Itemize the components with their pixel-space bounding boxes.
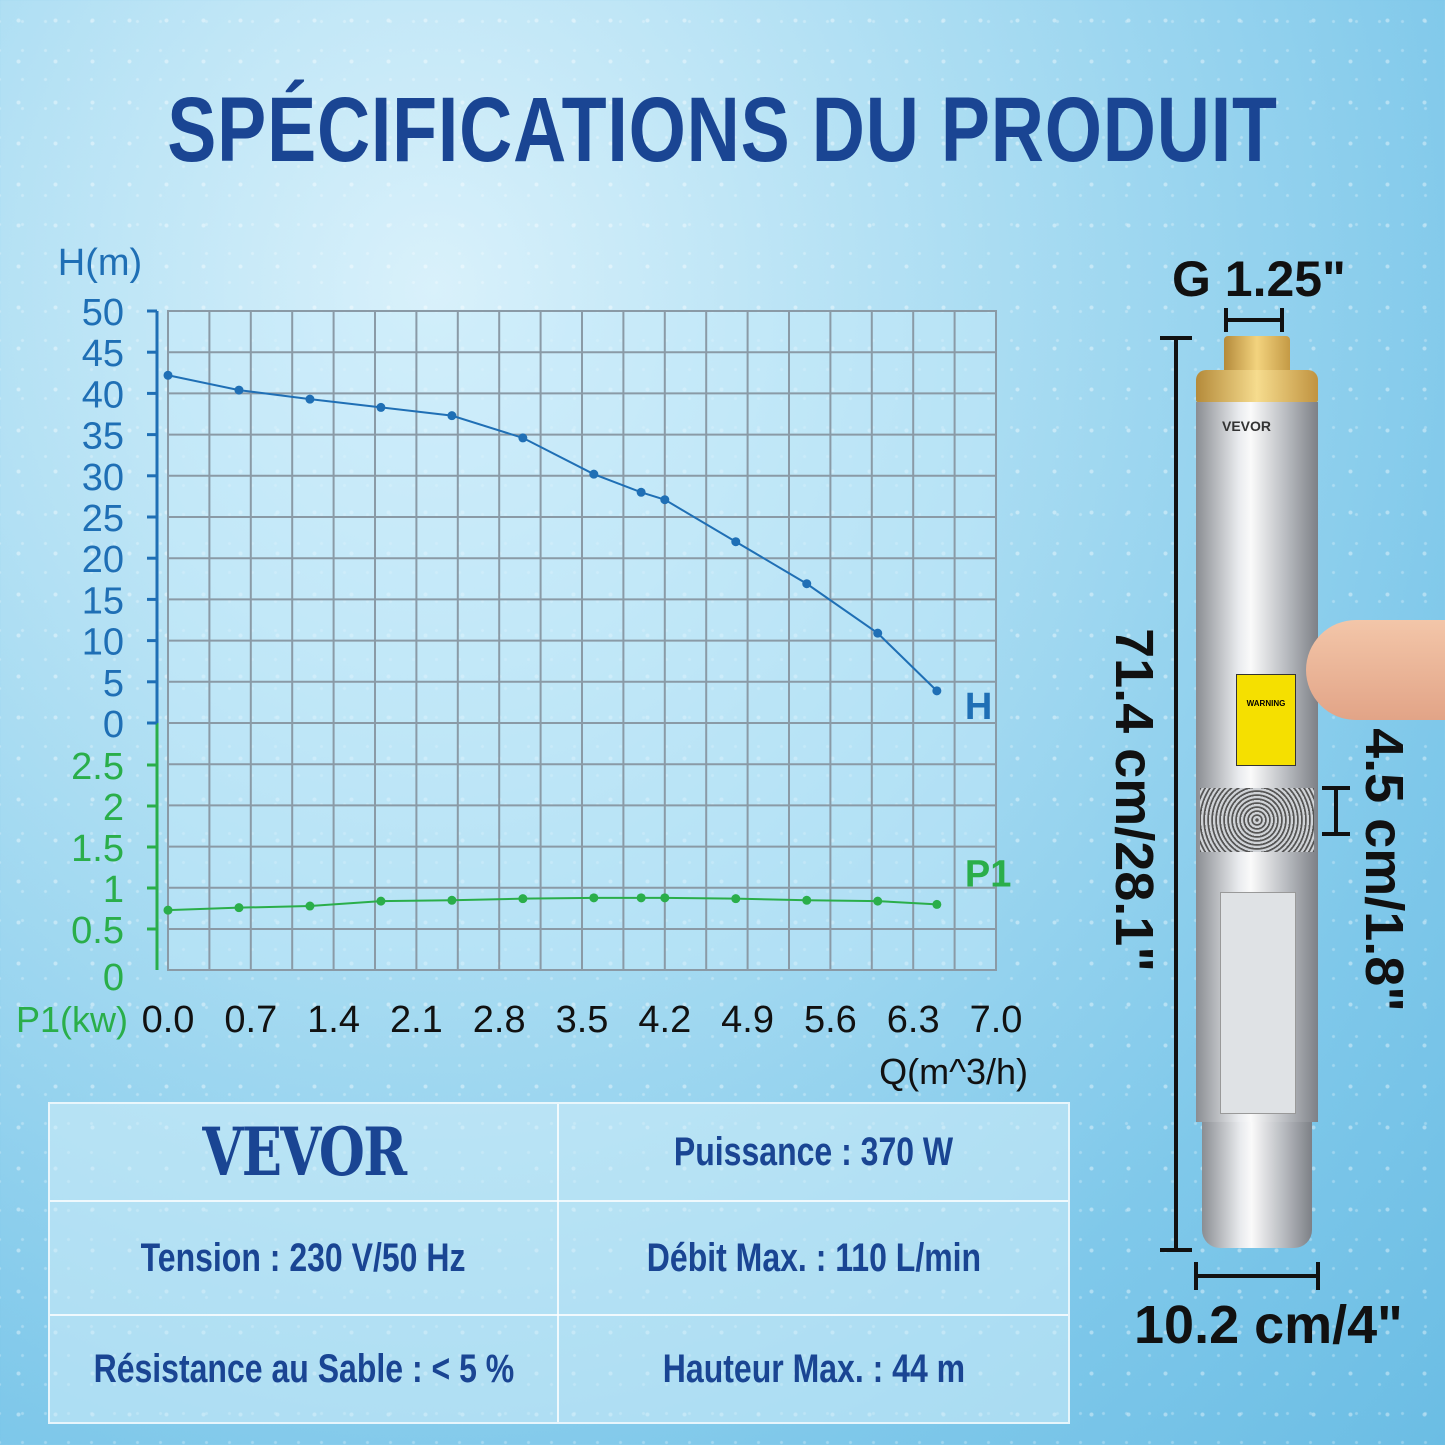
data-point-H bbox=[873, 628, 883, 638]
x-axis-label: Q(m^3/h) bbox=[879, 1051, 1028, 1092]
x-tick-label: 6.3 bbox=[887, 999, 940, 1041]
data-point-P1 bbox=[234, 903, 244, 913]
h-tick-label: 30 bbox=[82, 457, 124, 499]
p1-axis-label: P1(kw) bbox=[16, 999, 128, 1040]
spec-head: Hauteur Max. : 44 m bbox=[662, 1346, 965, 1391]
brand-logo: VEVOR bbox=[201, 1113, 407, 1191]
thread-size-label: G 1.25" bbox=[1172, 251, 1346, 307]
data-point-H bbox=[660, 495, 670, 505]
x-tick-label: 0.0 bbox=[142, 999, 195, 1041]
h-tick-label: 5 bbox=[103, 663, 124, 705]
warning-label: WARNING bbox=[1236, 674, 1296, 766]
data-point-H bbox=[932, 686, 942, 696]
x-tick-label: 4.9 bbox=[721, 999, 774, 1041]
data-point-P1 bbox=[518, 894, 528, 904]
data-point-H bbox=[447, 411, 457, 421]
data-point-P1 bbox=[932, 899, 942, 909]
spec-voltage: Tension : 230 V/50 Hz bbox=[141, 1235, 466, 1280]
hand bbox=[1306, 620, 1445, 720]
p1-tick-label: 1 bbox=[103, 869, 124, 911]
h-tick-label: 40 bbox=[82, 374, 124, 416]
x-tick-label: 2.8 bbox=[473, 999, 526, 1041]
p1-tick-label: 2 bbox=[103, 787, 124, 829]
h-tick-label: 25 bbox=[82, 498, 124, 540]
p1-tick-label: 2.5 bbox=[71, 746, 124, 788]
h-tick-label: 10 bbox=[82, 622, 124, 664]
diameter-label: 10.2 cm/4" bbox=[1134, 1295, 1403, 1355]
p1-tick-label: 1.5 bbox=[71, 828, 124, 870]
data-point-P1 bbox=[873, 896, 883, 906]
data-point-H bbox=[234, 385, 244, 395]
data-point-H bbox=[636, 487, 646, 497]
data-point-P1 bbox=[376, 896, 386, 906]
series-label-P1: P1 bbox=[965, 853, 1011, 895]
p1-tick-label: 0 bbox=[103, 957, 124, 999]
h-tick-label: 45 bbox=[82, 333, 124, 375]
data-point-P1 bbox=[163, 905, 173, 915]
h-axis-label: H(m) bbox=[58, 242, 142, 284]
x-tick-label: 4.2 bbox=[638, 999, 691, 1041]
data-point-P1 bbox=[731, 894, 741, 904]
x-tick-label: 3.5 bbox=[556, 999, 609, 1041]
spec-sand: Résistance au Sable : < 5 % bbox=[93, 1346, 514, 1391]
pump-image: VEVOR WARNING bbox=[1196, 336, 1318, 1248]
inlet-label: 4.5 cm/1.8" bbox=[1354, 728, 1414, 1012]
x-tick-label: 7.0 bbox=[970, 999, 1023, 1041]
data-point-P1 bbox=[447, 895, 457, 905]
x-tick-label: 2.1 bbox=[390, 999, 443, 1041]
h-tick-label: 15 bbox=[82, 580, 124, 622]
spec-table: VEVOR Puissance : 370 W Tension : 230 V/… bbox=[48, 1102, 1070, 1424]
h-tick-label: 50 bbox=[82, 292, 124, 334]
data-point-P1 bbox=[636, 893, 646, 903]
h-tick-label: 0 bbox=[103, 704, 124, 746]
data-point-P1 bbox=[305, 901, 315, 911]
data-point-P1 bbox=[802, 895, 812, 905]
page-title: SPÉCIFICATIONS DU PRODUIT bbox=[167, 79, 1278, 181]
data-point-P1 bbox=[589, 893, 599, 903]
data-point-H bbox=[589, 469, 599, 479]
length-label: 71.4 cm/28.1" bbox=[1104, 628, 1164, 972]
p1-tick-label: 0.5 bbox=[71, 910, 124, 952]
data-point-H bbox=[518, 433, 528, 443]
series-label-H: H bbox=[965, 686, 992, 728]
h-tick-label: 35 bbox=[82, 416, 124, 458]
h-tick-label: 20 bbox=[82, 539, 124, 581]
data-point-H bbox=[731, 537, 741, 547]
x-tick-label: 5.6 bbox=[804, 999, 857, 1041]
pump-curve-chart: 051015202530354045500.511.522.50H(m)P1(k… bbox=[16, 242, 1028, 1092]
spec-flow: Débit Max. : 110 L/min bbox=[646, 1235, 981, 1280]
data-point-H bbox=[376, 402, 386, 412]
pump-label-brand: VEVOR bbox=[1222, 418, 1272, 434]
x-tick-label: 0.7 bbox=[224, 999, 277, 1041]
data-point-P1 bbox=[660, 893, 670, 903]
data-point-H bbox=[163, 370, 173, 380]
spec-power: Puissance : 370 W bbox=[673, 1129, 954, 1174]
data-point-H bbox=[305, 394, 315, 404]
data-point-H bbox=[802, 579, 812, 589]
x-tick-label: 1.4 bbox=[307, 999, 360, 1041]
